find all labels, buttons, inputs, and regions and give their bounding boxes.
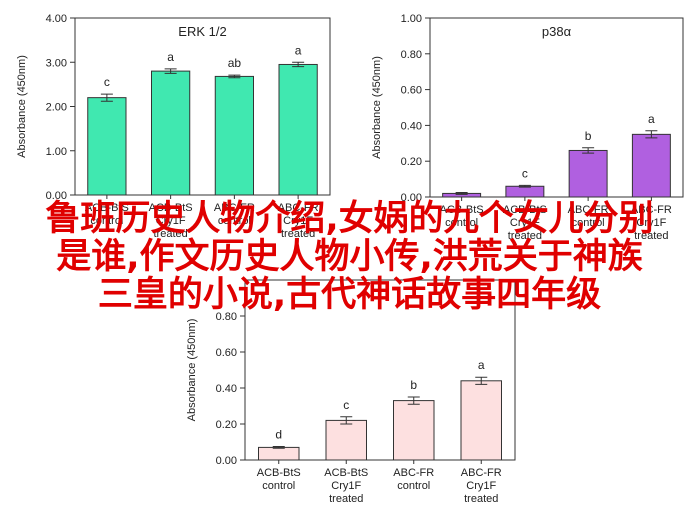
overlay-line: 三皇的小说,古代神话故事四年级 — [97, 275, 602, 315]
x-tick-label: ACB-BtS Cry1F treated — [149, 202, 193, 240]
bar — [631, 133, 671, 198]
error-bar — [407, 396, 420, 405]
significance-letter: a — [167, 50, 174, 64]
significance-letter: b — [410, 378, 417, 392]
x-tick-label: ACB-BtS control — [440, 204, 484, 229]
significance-letter: ab — [228, 56, 242, 70]
chart-title: ERK 1/2 — [178, 24, 226, 39]
y-tick-label: 2.00 — [46, 102, 67, 114]
significance-letter: c — [522, 166, 528, 180]
y-tick-label: 0.40 — [401, 120, 422, 132]
y-tick-label: 0.40 — [216, 383, 237, 395]
bar — [87, 97, 127, 196]
x-tick-label: ABC-FR control — [568, 204, 609, 229]
bar — [151, 70, 191, 196]
error-bar — [292, 61, 305, 68]
overlay-text: 鲁班历史人物介绍,女娲的九个女儿分别 是谁,作文历史人物小传,洪荒关于神族 三皇的小… — [0, 200, 699, 314]
x-tick-label: ABC-FR Cry1F treated — [278, 202, 319, 240]
y-tick-label: 1.00 — [401, 13, 422, 25]
x-tick-label: ACB-BtS Cry1F treated — [503, 204, 547, 242]
y-axis-label: Absorbance (450nm) — [186, 319, 198, 422]
error-bar — [100, 93, 113, 102]
bar — [393, 400, 435, 461]
y-tick-label: 0.00 — [46, 190, 67, 202]
x-tick-label: ACB-BtS control — [85, 202, 129, 227]
y-tick-label: 0.60 — [401, 85, 422, 97]
x-tick-label: ACB-BtS control — [257, 467, 301, 492]
bar — [325, 419, 367, 461]
error-bar — [164, 68, 177, 74]
overlay-line: 是谁,作文历史人物小传,洪荒关于神族 — [56, 237, 643, 277]
significance-letter: c — [104, 75, 110, 89]
x-tick-label: ABC-FR Cry1F treated — [461, 467, 502, 505]
error-bar — [455, 192, 468, 195]
y-axis-label: Absorbance (450nm) — [371, 56, 383, 159]
error-bar — [272, 446, 285, 449]
bar — [258, 446, 300, 461]
y-tick-label: 4.00 — [46, 13, 67, 25]
y-tick-label: 0.00 — [401, 192, 422, 204]
x-tick-label: ABC-FR control — [393, 467, 434, 492]
x-tick-label: ABC-FR control — [214, 202, 255, 227]
y-tick-label: 0.00 — [216, 455, 237, 467]
y-tick-label: 1.00 — [46, 146, 67, 158]
plot-frame — [244, 279, 516, 461]
chart-title: p38α — [542, 24, 572, 39]
bar — [460, 380, 502, 461]
error-bar — [582, 147, 595, 154]
y-tick-label: 0.20 — [216, 419, 237, 431]
y-tick-label: 0.80 — [216, 311, 237, 323]
error-bar — [475, 376, 488, 385]
plot-frame — [429, 17, 684, 198]
x-tick-label: ACB-BtS Cry1F treated — [324, 467, 368, 505]
bar — [214, 75, 254, 196]
bar — [568, 149, 608, 198]
significance-letter: b — [585, 129, 592, 143]
overlay-line: 鲁班历史人物介绍,女娲的九个女儿分别 — [45, 199, 654, 239]
y-axis-label: Absorbance (450nm) — [16, 55, 28, 158]
error-bar — [228, 74, 241, 79]
significance-letter: c — [343, 398, 349, 412]
y-tick-label: 3.00 — [46, 57, 67, 69]
significance-letter: a — [295, 43, 302, 57]
x-tick-label: ABC-FR Cry1F treated — [631, 204, 672, 242]
error-bar — [340, 416, 353, 425]
bar — [278, 63, 318, 196]
error-bar — [518, 184, 531, 188]
y-tick-label: 0.20 — [401, 156, 422, 168]
significance-letter: a — [478, 358, 485, 372]
significance-letter: a — [648, 112, 655, 126]
bar — [505, 185, 545, 198]
error-bar — [645, 130, 658, 139]
y-tick-label: 0.60 — [216, 347, 237, 359]
significance-letter: d — [275, 428, 282, 442]
y-tick-label: 0.80 — [401, 49, 422, 61]
